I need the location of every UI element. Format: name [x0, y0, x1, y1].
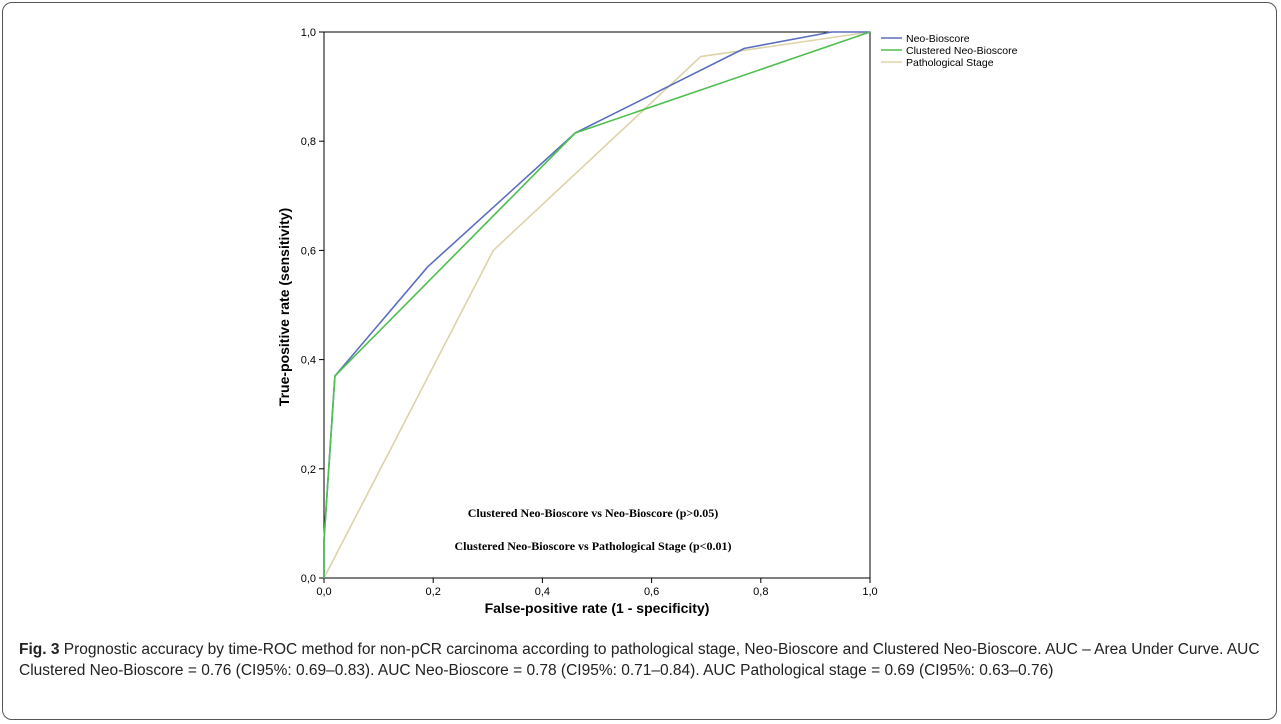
legend-label: Clustered Neo-Bioscore	[906, 45, 1018, 57]
y-tick-label: 0,8	[301, 136, 316, 148]
plot-border	[323, 31, 871, 579]
figure-caption: Fig. 3 Prognostic accuracy by time-ROC m…	[19, 639, 1269, 681]
x-tick-label: 0,0	[316, 586, 331, 598]
roc-chart: 0,0 0,2 0,4 0,6 0,8 1,0 0,0 0,2 0,4 0,6 0,8 1,0 Neo…	[276, 27, 1018, 616]
x-tick-label: 1,0	[862, 586, 877, 598]
y-tick-label: 0,0	[301, 573, 316, 585]
series-line-clustered-neo-bioscore	[323, 31, 871, 578]
legend-label: Pathological Stage	[906, 57, 994, 69]
y-tick-label: 0,2	[301, 464, 316, 476]
series-line-pathological-stage	[323, 31, 871, 579]
x-tick-label: 0,4	[535, 586, 550, 598]
axis-ticks: 0,0 0,2 0,4 0,6 0,8 1,0 0,0 0,2 0,4 0,6 0,8 1,0	[301, 27, 878, 598]
x-tick-label: 0,2	[426, 586, 441, 598]
caption-label: Fig. 3	[19, 641, 60, 658]
annotation-2: Clustered Neo-Bioscore vs Pathological S…	[454, 539, 731, 553]
y-axis-title: True-positive rate (sensitivity)	[276, 208, 292, 406]
y-tick-label: 1,0	[301, 27, 316, 39]
caption-text: Prognostic accuracy by time-ROC method f…	[19, 641, 1260, 679]
series-layer	[323, 31, 871, 579]
y-tick-label: 0,6	[301, 245, 316, 257]
plot-area	[323, 31, 871, 579]
x-tick-label: 0,6	[644, 586, 659, 598]
y-tick-label: 0,4	[301, 355, 316, 367]
x-tick-label: 0,8	[753, 586, 768, 598]
x-axis-title: False-positive rate (1 - specificity)	[485, 600, 710, 616]
annotation-1: Clustered Neo-Bioscore vs Neo-Bioscore (…	[468, 506, 718, 520]
legend-label: Neo-Bioscore	[906, 33, 970, 45]
